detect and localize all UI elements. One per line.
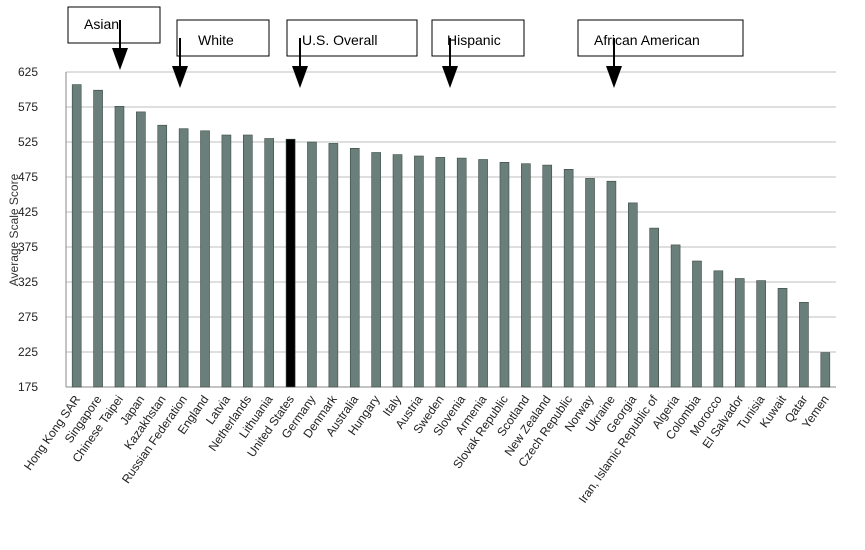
bar-hungary [371, 152, 381, 388]
y-tick-label: 425 [18, 205, 38, 219]
bar-iran-islamic-republic-of [649, 227, 659, 388]
bar-singapore [93, 89, 103, 388]
bar-australia [349, 148, 360, 388]
annotation-label-asian: Asian [84, 16, 119, 32]
annotation-label-hispanic: Hispanic [447, 32, 501, 48]
bar-hong-kong-sar [71, 84, 82, 388]
bar-kazakhstan [157, 124, 168, 388]
bar-japan [136, 111, 146, 388]
annotation-box-african-american [577, 19, 744, 57]
bar-qatar [799, 301, 809, 388]
annotation-arrow-head [606, 66, 622, 88]
bar-italy [392, 154, 403, 388]
bar-tunisia [756, 280, 766, 388]
bar-ukraine [606, 180, 617, 388]
bar-norway [585, 178, 595, 388]
annotation-box-white [176, 19, 270, 57]
bar-austria [414, 155, 424, 388]
bar-netherlands [243, 134, 253, 388]
y-tick-label: 225 [18, 345, 38, 359]
y-tick-label: 625 [18, 65, 38, 79]
annotations: Asian White U.S. Overall Hispanic African Am… [67, 6, 744, 88]
bar-slovenia [456, 157, 467, 388]
annotation-box-asian [67, 6, 161, 44]
annotation-label-u-s-overall: U.S. Overall [302, 32, 377, 48]
annotation-box-u-s-overall [286, 19, 418, 57]
bar-united-states [285, 138, 296, 388]
bar-georgia [628, 202, 638, 388]
y-tick-label: 475 [18, 170, 38, 184]
bar-algeria [670, 244, 681, 388]
bar-kuwait [777, 287, 788, 388]
bar-armenia [478, 159, 488, 388]
bar-germany [307, 141, 317, 388]
bar-colombia [692, 260, 702, 388]
bar-slovak-republic [499, 162, 510, 388]
bar-england [200, 130, 210, 388]
y-tick-label: 525 [18, 135, 38, 149]
annotation-arrow-head [172, 66, 188, 88]
bar-sweden [435, 157, 446, 388]
bar-russian-federation [178, 128, 189, 388]
bar-denmark [328, 143, 339, 388]
y-tick-label: 575 [18, 100, 38, 114]
bar-lithuania [264, 138, 274, 388]
bar-yemen [820, 352, 831, 388]
y-tick-label: 375 [18, 240, 38, 254]
y-tick-label: 175 [18, 380, 38, 394]
bar-morocco [713, 270, 724, 388]
annotation-box-hispanic [431, 19, 525, 57]
bar-scotland [521, 163, 531, 388]
y-axis-ticks: 175 225 275 325 375 425 475 525 575 625 [18, 65, 38, 394]
bar-chinese-taipei [114, 106, 125, 388]
bar-new-zealand [542, 164, 553, 388]
y-tick-label: 275 [18, 310, 38, 324]
y-axis-label: Average Scale Score [7, 173, 21, 286]
bar-latvia [221, 134, 232, 388]
annotation-label-african-american: African American [594, 32, 700, 48]
bars [71, 84, 831, 388]
bar-el-salvador [734, 278, 745, 388]
annotation-arrow-head [292, 66, 308, 88]
annotation-arrow-head [112, 48, 128, 70]
gridlines [65, 71, 836, 388]
bar-czech-republic [563, 169, 574, 388]
annotation-arrow-head [442, 66, 458, 88]
y-tick-label: 325 [18, 275, 38, 289]
annotation-label-white: White [198, 32, 234, 48]
